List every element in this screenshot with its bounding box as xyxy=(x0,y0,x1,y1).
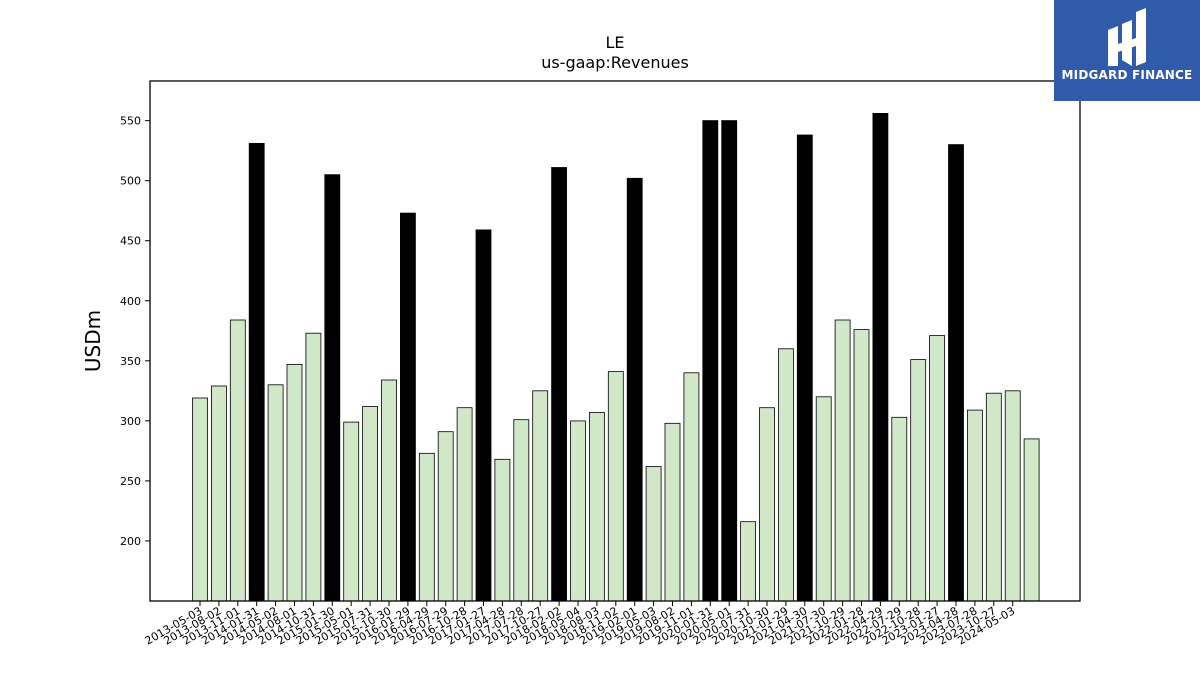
y-axis-label: USDm xyxy=(81,310,105,372)
bar xyxy=(815,396,832,602)
bars-group xyxy=(192,113,1040,602)
bar xyxy=(418,452,435,602)
bar xyxy=(985,392,1002,602)
y-tick-label: 500 xyxy=(120,175,141,188)
y-tick-label: 200 xyxy=(120,535,141,548)
bar xyxy=(229,319,246,602)
bar xyxy=(891,416,908,602)
bar xyxy=(872,113,889,602)
midgard-finance-logo: MIDGARD FINANCE xyxy=(1054,0,1200,101)
bar xyxy=(834,319,851,602)
bar xyxy=(248,142,265,602)
bar xyxy=(910,359,927,602)
plot-frame xyxy=(149,80,1081,602)
bar xyxy=(399,212,416,602)
bar xyxy=(778,348,794,602)
bar xyxy=(929,335,945,602)
midgard-logo-icon xyxy=(1108,8,1146,66)
bar xyxy=(683,372,700,602)
y-tick-label: 400 xyxy=(120,295,141,308)
chart-subtitle: us-gaap:Revenues xyxy=(541,53,689,72)
logo-text: MIDGARD FINANCE xyxy=(1061,68,1193,82)
bar xyxy=(1023,438,1040,602)
bar xyxy=(343,421,360,602)
bar xyxy=(267,384,284,602)
bar xyxy=(210,385,227,602)
bar xyxy=(437,431,454,602)
y-ticks-group: 200 250 300 350 400 450 500 550 xyxy=(120,115,150,548)
bar xyxy=(513,419,530,602)
bar xyxy=(967,409,983,602)
y-tick-label: 550 xyxy=(120,115,141,128)
bar xyxy=(626,177,643,602)
bar xyxy=(589,412,605,602)
bar xyxy=(948,144,964,602)
x-ticks-group: 2013-05-032013-08-022013-11-012014-01-31… xyxy=(143,601,1017,648)
bar xyxy=(456,407,473,602)
bar xyxy=(192,397,208,602)
bar xyxy=(475,229,492,602)
bar xyxy=(740,521,756,602)
chart-title: LE xyxy=(605,33,624,52)
bar xyxy=(305,332,322,602)
y-tick-label: 250 xyxy=(120,475,141,488)
bar xyxy=(494,458,511,602)
bar xyxy=(853,329,870,602)
bar xyxy=(1004,390,1021,602)
bar xyxy=(286,363,303,602)
bar xyxy=(759,407,775,602)
bar xyxy=(702,120,719,602)
bar xyxy=(551,167,567,602)
bar xyxy=(381,379,397,602)
bar xyxy=(607,371,624,602)
bar xyxy=(721,120,738,602)
y-tick-label: 350 xyxy=(120,355,141,368)
bar xyxy=(324,174,341,602)
bar xyxy=(796,134,813,602)
bar xyxy=(532,390,549,602)
bar xyxy=(362,406,379,602)
y-tick-label: 300 xyxy=(120,415,141,428)
y-tick-label: 450 xyxy=(120,235,141,248)
bar xyxy=(664,422,681,602)
bar xyxy=(570,420,586,602)
bar xyxy=(645,466,662,602)
